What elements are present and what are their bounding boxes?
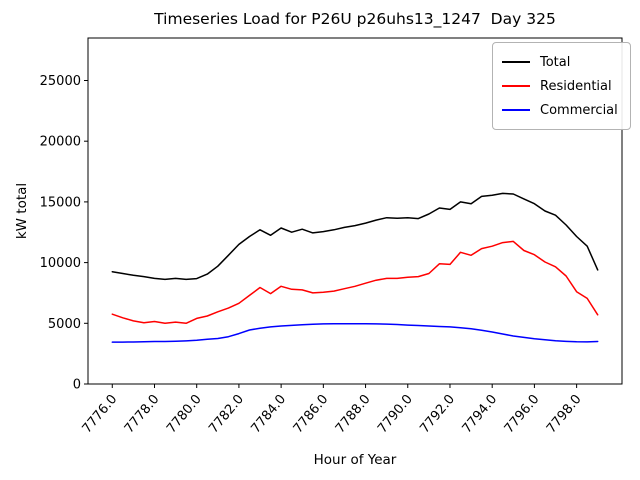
legend-swatch-residential [502, 85, 530, 87]
axes-spines [87, 37, 623, 385]
y-tick-label: 20000 [40, 135, 81, 150]
x-tick-label: 7790.0 [375, 392, 416, 436]
legend-swatch-total [502, 61, 530, 63]
x-tick-label: 7792.0 [417, 392, 458, 436]
y-axis-label: kW total [14, 183, 30, 239]
line-total [111, 192, 599, 281]
x-tick-label: 7778.0 [122, 392, 163, 436]
legend-item-residential: Residential [502, 74, 618, 98]
x-tick-label: 7786.0 [291, 392, 332, 436]
line-residential [111, 240, 599, 325]
y-tick-label: 15000 [40, 195, 81, 210]
x-tick-label: 7794.0 [460, 392, 501, 436]
x-tick-label: 7780.0 [164, 392, 205, 436]
y-tick-label: 5000 [48, 317, 81, 332]
x-tick-label: 7796.0 [502, 392, 543, 436]
y-tick-label: 0 [73, 378, 81, 393]
legend-item-commercial: Commercial [502, 98, 618, 122]
legend: Total Residential Commercial [492, 42, 631, 130]
x-tick-label: 7776.0 [80, 392, 121, 436]
legend-label-residential: Residential [540, 78, 612, 94]
chart-title: Timeseries Load for P26U p26uhs13_1247 D… [153, 10, 556, 29]
legend-item-total: Total [502, 50, 618, 74]
legend-label-commercial: Commercial [540, 102, 618, 118]
y-tick-label: 25000 [40, 74, 81, 89]
x-tick-label: 7788.0 [333, 392, 374, 436]
x-tick-label: 7784.0 [248, 392, 289, 436]
legend-swatch-commercial [502, 109, 530, 111]
legend-label-total: Total [540, 54, 571, 70]
x-tick-label: 7782.0 [206, 392, 247, 436]
y-tick-label: 10000 [40, 256, 81, 271]
x-axis-label: Hour of Year [314, 452, 397, 468]
x-tick-label: 7798.0 [544, 392, 585, 436]
line-commercial [111, 322, 599, 343]
